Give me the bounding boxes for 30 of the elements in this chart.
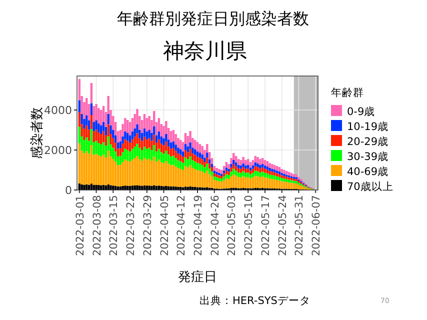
x-tick-label: 2022-05-24 xyxy=(276,194,289,256)
x-tick-label: 2022-03-29 xyxy=(142,195,154,256)
y-tick-label: 4000 xyxy=(44,104,72,117)
y-axis-title: 感染者数 xyxy=(30,107,45,159)
x-tick-label: 2022-05-17 xyxy=(260,195,272,256)
x-tick-label: 2022-05-31 xyxy=(294,195,306,256)
y-tick-label: 0 xyxy=(65,184,72,197)
x-axis-title: 発症日 xyxy=(178,270,217,285)
x-tick-label: 2022-04-19 xyxy=(192,195,204,256)
legend-label: 30-39歳 xyxy=(347,150,389,163)
x-tick-label: 2022-04-12 xyxy=(176,195,188,256)
legend-label: 0-9歳 xyxy=(347,105,376,118)
chart-subtitle: 神奈川県 xyxy=(163,39,247,63)
legend-label: 40-69歳 xyxy=(347,165,389,178)
x-tick-label: 2022-05-10 xyxy=(243,195,256,256)
chart-title: 年齢群別発症日別感染者数 xyxy=(117,9,309,28)
legend-title: 年齢群 xyxy=(331,87,364,99)
legend-label: 70歳以上 xyxy=(347,180,394,193)
legend-label: 10-19歳 xyxy=(347,120,389,133)
x-tick-label: 2022-04-05 xyxy=(158,195,171,256)
x-tick-label: 2022-03-15 xyxy=(108,195,120,256)
x-tick-label: 2022-03-22 xyxy=(125,195,138,256)
legend-label: 20-29歳 xyxy=(347,135,389,148)
x-tick-label: 2022-05-03 xyxy=(226,195,238,256)
y-tick-label: 2000 xyxy=(44,144,72,157)
x-tick-label: 2022-03-01 xyxy=(74,195,86,256)
x-tick-label: 2022-03-08 xyxy=(91,195,104,256)
source-note: 出典：HER-SYSデータ xyxy=(200,294,310,307)
x-tick-label: 2022-04-26 xyxy=(209,194,222,256)
x-tick-label: 2022-06-07 xyxy=(310,195,323,256)
